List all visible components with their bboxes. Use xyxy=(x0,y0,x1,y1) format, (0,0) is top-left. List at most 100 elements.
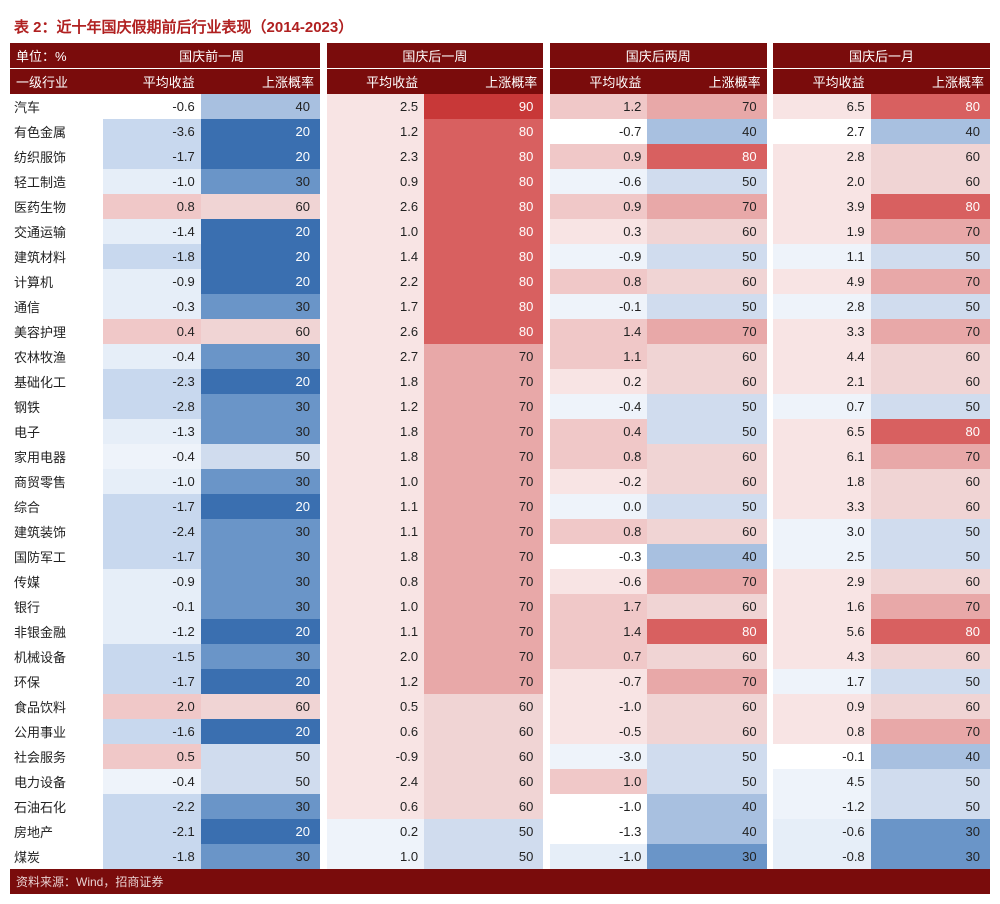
return-cell: 1.7 xyxy=(773,669,871,694)
prob-cell: 30 xyxy=(201,169,320,194)
return-cell: 0.8 xyxy=(550,269,648,294)
prob-cell: 30 xyxy=(201,394,320,419)
prob-cell: 60 xyxy=(647,219,766,244)
prob-cell: 70 xyxy=(647,669,766,694)
return-cell: 1.1 xyxy=(327,619,425,644)
prob-cell: 30 xyxy=(201,569,320,594)
return-cell: -0.1 xyxy=(550,294,648,319)
prob-cell: 60 xyxy=(871,569,990,594)
return-cell: 1.2 xyxy=(327,394,425,419)
return-cell: -0.4 xyxy=(550,394,648,419)
return-cell: 3.0 xyxy=(773,519,871,544)
prob-cell: 20 xyxy=(201,244,320,269)
table-row: 综合-1.7201.1700.0503.360 xyxy=(10,494,990,519)
prob-cell: 80 xyxy=(424,319,543,344)
return-cell: -2.2 xyxy=(103,794,201,819)
return-cell: -0.6 xyxy=(103,94,201,119)
return-cell: 6.5 xyxy=(773,94,871,119)
return-cell: 1.4 xyxy=(327,244,425,269)
industry-label: 轻工制造 xyxy=(10,169,103,194)
prob-cell: 60 xyxy=(647,344,766,369)
prob-cell: 70 xyxy=(871,269,990,294)
table-row: 国防军工-1.7301.870-0.3402.550 xyxy=(10,544,990,569)
return-header: 平均收益 xyxy=(327,69,425,95)
return-cell: 2.5 xyxy=(327,94,425,119)
prob-cell: 60 xyxy=(647,644,766,669)
prob-header: 上涨概率 xyxy=(647,69,766,95)
return-cell: 2.5 xyxy=(773,544,871,569)
prob-cell: 70 xyxy=(424,494,543,519)
return-cell: -1.7 xyxy=(103,544,201,569)
prob-cell: 60 xyxy=(201,319,320,344)
return-cell: -1.4 xyxy=(103,219,201,244)
return-header: 平均收益 xyxy=(550,69,648,95)
return-cell: 1.1 xyxy=(550,344,648,369)
prob-cell: 50 xyxy=(871,544,990,569)
prob-cell: 60 xyxy=(871,644,990,669)
table-row: 机械设备-1.5302.0700.7604.360 xyxy=(10,644,990,669)
prob-cell: 50 xyxy=(871,244,990,269)
return-cell: 2.0 xyxy=(103,694,201,719)
prob-cell: 50 xyxy=(871,519,990,544)
table-row: 非银金融-1.2201.1701.4805.680 xyxy=(10,619,990,644)
prob-cell: 80 xyxy=(424,144,543,169)
prob-cell: 40 xyxy=(647,819,766,844)
industry-label: 非银金融 xyxy=(10,619,103,644)
table-row: 计算机-0.9202.2800.8604.970 xyxy=(10,269,990,294)
prob-cell: 20 xyxy=(201,669,320,694)
return-cell: 5.6 xyxy=(773,619,871,644)
prob-cell: 70 xyxy=(424,519,543,544)
return-cell: 0.9 xyxy=(773,694,871,719)
return-cell: -0.9 xyxy=(103,269,201,294)
return-cell: 2.7 xyxy=(327,344,425,369)
industry-label: 建筑材料 xyxy=(10,244,103,269)
table-footer: 资料来源：Wind，招商证券 xyxy=(10,869,990,894)
prob-cell: 20 xyxy=(201,119,320,144)
prob-cell: 30 xyxy=(201,519,320,544)
prob-cell: 30 xyxy=(201,544,320,569)
prob-cell: 70 xyxy=(647,194,766,219)
prob-cell: 30 xyxy=(201,419,320,444)
prob-cell: 30 xyxy=(647,844,766,869)
table-row: 美容护理0.4602.6801.4703.370 xyxy=(10,319,990,344)
prob-cell: 80 xyxy=(424,169,543,194)
return-cell: -1.3 xyxy=(103,419,201,444)
prob-cell: 80 xyxy=(424,294,543,319)
prob-cell: 30 xyxy=(201,644,320,669)
return-cell: -0.6 xyxy=(550,169,648,194)
return-cell: 1.8 xyxy=(327,419,425,444)
prob-cell: 60 xyxy=(871,694,990,719)
return-cell: 0.0 xyxy=(550,494,648,519)
return-cell: -3.0 xyxy=(550,744,648,769)
prob-cell: 50 xyxy=(424,819,543,844)
prob-cell: 70 xyxy=(424,544,543,569)
return-cell: -2.3 xyxy=(103,369,201,394)
return-cell: 0.8 xyxy=(550,519,648,544)
industry-label: 银行 xyxy=(10,594,103,619)
return-cell: 4.5 xyxy=(773,769,871,794)
return-cell: 2.8 xyxy=(773,294,871,319)
return-cell: 4.3 xyxy=(773,644,871,669)
prob-cell: 50 xyxy=(871,669,990,694)
return-cell: -1.8 xyxy=(103,244,201,269)
return-cell: 0.8 xyxy=(550,444,648,469)
prob-cell: 90 xyxy=(424,94,543,119)
return-cell: -0.6 xyxy=(773,819,871,844)
prob-cell: 80 xyxy=(424,219,543,244)
prob-cell: 70 xyxy=(424,369,543,394)
prob-cell: 20 xyxy=(201,369,320,394)
prob-cell: 60 xyxy=(647,694,766,719)
period-header-0: 国庆前一周 xyxy=(103,43,320,69)
return-cell: 0.7 xyxy=(773,394,871,419)
table-row: 轻工制造-1.0300.980-0.6502.060 xyxy=(10,169,990,194)
return-cell: 1.2 xyxy=(327,119,425,144)
prob-cell: 50 xyxy=(647,294,766,319)
return-cell: -0.7 xyxy=(550,119,648,144)
industry-label: 基础化工 xyxy=(10,369,103,394)
prob-cell: 50 xyxy=(871,294,990,319)
return-cell: 0.4 xyxy=(550,419,648,444)
return-cell: -2.1 xyxy=(103,819,201,844)
table-row: 传媒-0.9300.870-0.6702.960 xyxy=(10,569,990,594)
return-cell: -0.9 xyxy=(550,244,648,269)
period-header-3: 国庆后一月 xyxy=(773,43,990,69)
